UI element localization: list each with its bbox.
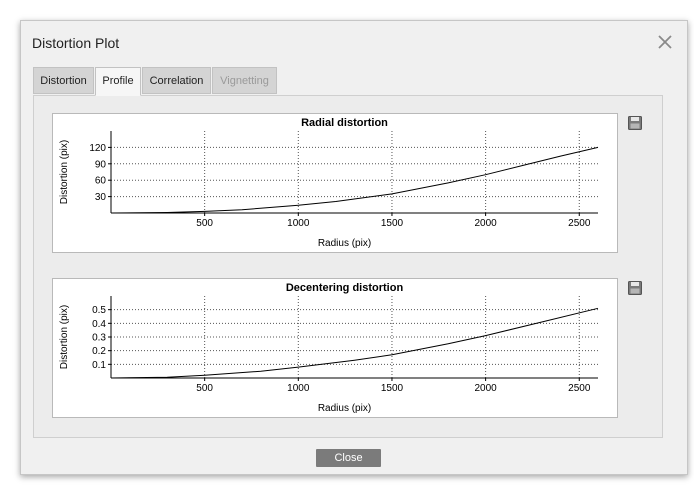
x-axis-label: Radius (pix) [318, 238, 371, 249]
tab-vignetting: Vignetting [212, 67, 277, 94]
y-tick-label: 60 [95, 176, 107, 187]
distortion-plot-dialog: Distortion Plot Distortion Profile Corre… [20, 20, 688, 475]
save-icon[interactable] [628, 281, 642, 295]
x-tick-label: 2000 [474, 383, 497, 394]
x-tick-label: 1500 [381, 383, 404, 394]
save-icon[interactable] [628, 116, 642, 130]
y-tick-label: 0.5 [92, 305, 106, 316]
y-tick-label: 0.2 [92, 346, 106, 357]
x-tick-label: 1500 [381, 218, 404, 229]
y-axis-label: Distortion (pix) [59, 305, 70, 369]
x-tick-label: 1000 [287, 383, 310, 394]
x-tick-label: 2500 [568, 218, 591, 229]
tab-profile[interactable]: Profile [95, 67, 141, 96]
y-tick-label: 0.4 [92, 319, 106, 330]
tab-distortion[interactable]: Distortion [33, 67, 94, 94]
radial-distortion-plot: Radial distortion 500 1000 1500 2000 2500 30 60… [52, 113, 618, 253]
tab-correlation[interactable]: Correlation [142, 67, 211, 94]
series-line [110, 307, 599, 379]
y-tick-label: 120 [89, 143, 106, 154]
close-icon[interactable] [655, 32, 675, 52]
x-tick-label: 500 [196, 218, 213, 229]
chart-title: Decentering distortion [286, 282, 404, 294]
x-axis-label: Radius (pix) [318, 403, 371, 414]
dialog-title: Distortion Plot [32, 35, 120, 51]
y-tick-label: 0.1 [92, 360, 106, 371]
y-axis-label: Distortion (pix) [59, 140, 70, 204]
decentering-distortion-plot: Decentering distortion 500 1000 1500 2000 250… [52, 278, 618, 418]
radial-distortion-chart: Radial distortion 500 1000 1500 2000 2500 30 60… [59, 117, 599, 249]
series-line [110, 146, 599, 214]
close-button[interactable]: Close [316, 449, 381, 467]
chart-title: Radial distortion [301, 117, 388, 129]
y-tick-label: 90 [95, 159, 107, 170]
y-tick-label: 30 [95, 192, 107, 203]
x-tick-label: 500 [196, 383, 213, 394]
decentering-distortion-chart: Decentering distortion 500 1000 1500 2000 250… [59, 282, 599, 414]
x-tick-label: 2000 [474, 218, 497, 229]
y-tick-label: 0.3 [92, 333, 106, 344]
profile-tab-panel: Radial distortion 500 1000 1500 2000 2500 30 60… [33, 95, 663, 438]
x-tick-label: 2500 [568, 383, 591, 394]
x-tick-label: 1000 [287, 218, 310, 229]
